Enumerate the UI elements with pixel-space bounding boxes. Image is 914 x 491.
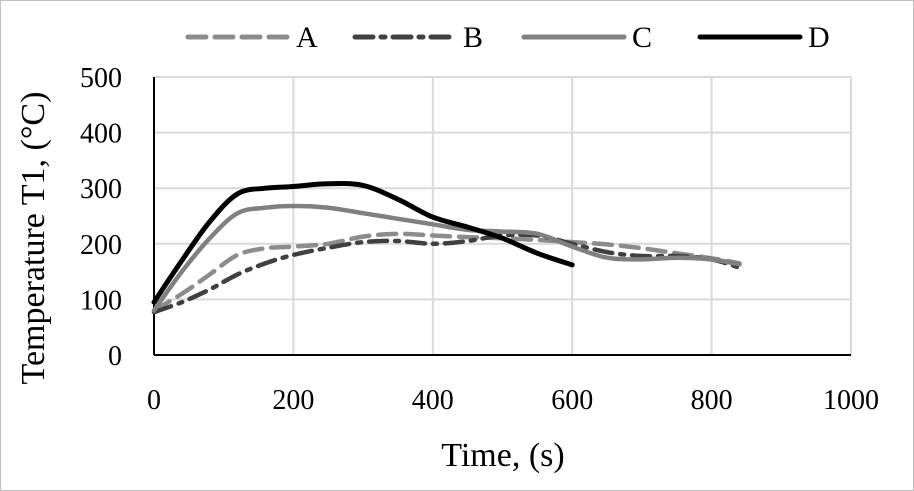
x-tick-label: 200 (272, 385, 314, 416)
legend-label-b: B (463, 21, 483, 54)
y-tick-label: 400 (80, 119, 122, 150)
series-line-b (151, 232, 742, 315)
tick-labels: 0 200 400 600 800 1000 0 100 200 300 400 500 (80, 63, 879, 416)
series-lines (151, 181, 742, 315)
x-axis-title: Time, (s) (441, 437, 564, 474)
x-tick-label: 1000 (823, 385, 879, 416)
legend-label-d: D (808, 21, 830, 54)
legend-label-c: C (632, 21, 652, 54)
y-tick-label: 300 (80, 174, 122, 205)
y-axis-title: Temperature T1, (°C) (15, 92, 52, 385)
legend: A B C D (185, 21, 830, 54)
y-tick-label: 500 (80, 63, 122, 94)
x-tick-label: 800 (691, 385, 733, 416)
series-line-d (151, 181, 575, 305)
x-tick-label: 400 (412, 385, 454, 416)
legend-label-a: A (296, 21, 318, 54)
gridlines (154, 76, 852, 355)
y-tick-label: 200 (80, 230, 122, 261)
axes (153, 77, 851, 356)
x-tick-label: 600 (551, 385, 593, 416)
series-line-c (151, 203, 742, 313)
series-line-a (151, 231, 742, 313)
y-tick-label: 100 (80, 285, 122, 316)
x-tick-label: 0 (147, 385, 161, 416)
y-tick-label: 0 (108, 341, 122, 372)
